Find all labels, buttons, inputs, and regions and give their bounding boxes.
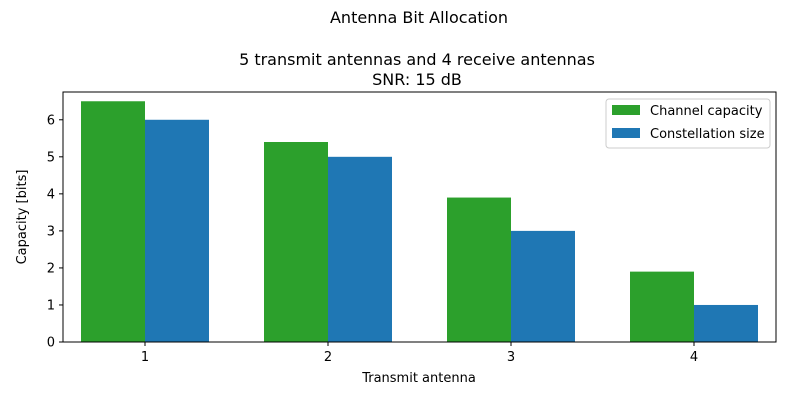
- y-tick-label-4: 4: [47, 187, 55, 202]
- y-tick-label-2: 2: [47, 261, 55, 276]
- chart-title-line-1: 5 transmit antennas and 4 receive antenn…: [239, 50, 595, 69]
- legend-swatch-constellation-size: [612, 128, 640, 138]
- x-tick-label-1: 1: [141, 350, 149, 365]
- legend: Channel capacity Constellation size: [605, 98, 771, 149]
- x-ticks: 1 2 3 4: [141, 342, 698, 365]
- bar-constellation-size-2: [328, 156, 392, 342]
- x-tick-label-4: 4: [690, 350, 698, 365]
- bar-channel-capacity-3: [447, 197, 511, 342]
- bar-channel-capacity-1: [81, 101, 145, 342]
- y-ticks: 0 1 2 3 4 5 6: [47, 113, 63, 351]
- chart-suptitle: Antenna Bit Allocation: [330, 8, 508, 27]
- x-tick-label-2: 2: [324, 350, 332, 365]
- legend-swatch-channel-capacity: [612, 105, 640, 115]
- y-tick-label-1: 1: [47, 298, 55, 313]
- bar-constellation-size-3: [511, 230, 575, 342]
- plot-area-frame: [62, 91, 777, 343]
- legend-label-channel-capacity: Channel capacity: [650, 104, 763, 119]
- chart-title-line-2: SNR: 15 dB: [372, 70, 462, 89]
- bar-constellation-size-1: [145, 119, 209, 343]
- bars-group: [81, 101, 758, 343]
- legend-label-constellation-size: Constellation size: [650, 127, 765, 142]
- legend-box: [605, 98, 771, 149]
- bar-channel-capacity-4: [630, 271, 694, 342]
- bar-constellation-size-4: [694, 304, 758, 342]
- y-tick-label-0: 0: [47, 336, 55, 351]
- y-tick-label-3: 3: [47, 224, 55, 239]
- bar-channel-capacity-2: [264, 142, 328, 342]
- y-axis-label: Capacity [bits]: [15, 170, 30, 265]
- x-tick-label-3: 3: [507, 350, 515, 365]
- y-tick-label-6: 6: [47, 113, 55, 128]
- x-axis-label: Transmit antenna: [361, 371, 476, 386]
- y-tick-label-5: 5: [47, 150, 55, 165]
